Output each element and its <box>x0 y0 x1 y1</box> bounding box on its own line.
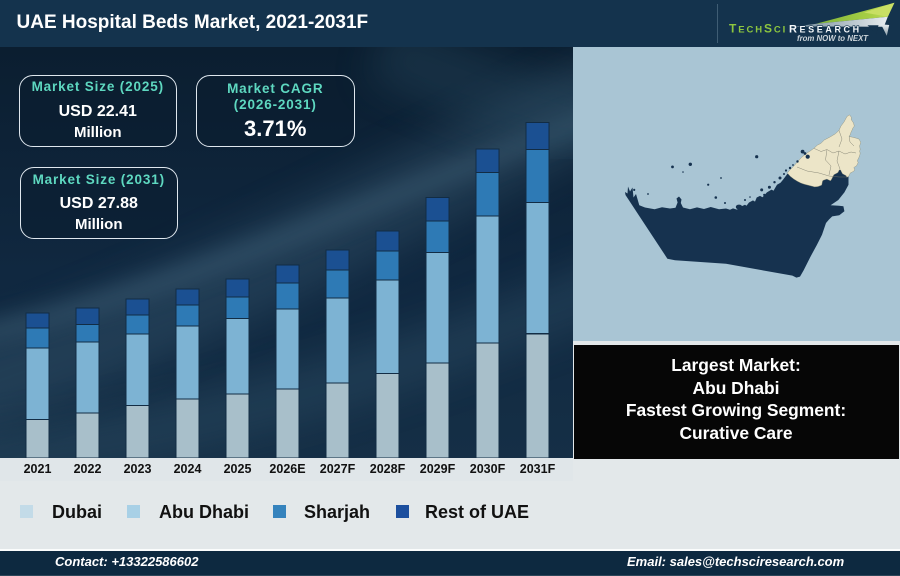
svg-text:from NOW to NEXT: from NOW to NEXT <box>797 34 869 43</box>
svg-text:RESEARCH: RESEARCH <box>789 24 862 36</box>
svg-text:TECHSCI: TECHSCI <box>729 22 787 36</box>
